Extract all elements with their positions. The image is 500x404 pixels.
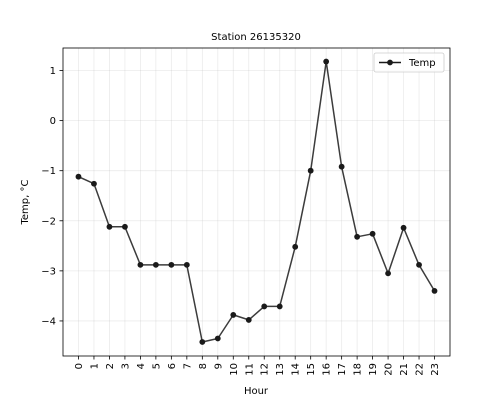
data-point bbox=[400, 224, 407, 231]
data-point bbox=[91, 180, 97, 187]
legend-label: Temp bbox=[408, 58, 436, 69]
data-point bbox=[168, 261, 175, 268]
data-point bbox=[292, 243, 299, 250]
x-tick-label: 1 bbox=[89, 363, 100, 369]
x-tick-label: 15 bbox=[306, 363, 317, 376]
data-point bbox=[122, 223, 128, 230]
data-point bbox=[338, 163, 345, 170]
data-point bbox=[137, 261, 144, 268]
data-point bbox=[354, 233, 361, 240]
plot-frame bbox=[62, 47, 451, 357]
y-tick-label: −4 bbox=[41, 316, 56, 327]
grid bbox=[63, 48, 450, 356]
data-point bbox=[416, 261, 422, 268]
x-tick-label: 0 bbox=[74, 363, 85, 369]
series-line-temp bbox=[78, 60, 436, 343]
legend-box bbox=[373, 52, 445, 73]
legend-marker-swatch bbox=[387, 59, 393, 66]
data-point bbox=[431, 287, 438, 294]
x-tick-label: 3 bbox=[120, 363, 131, 369]
data-point bbox=[230, 312, 237, 318]
data-point bbox=[307, 167, 314, 174]
data-point bbox=[276, 303, 283, 310]
data-point bbox=[245, 317, 252, 323]
y-tick-label: −2 bbox=[41, 216, 56, 227]
x-tick-label: 5 bbox=[151, 363, 162, 369]
x-tick-label: 14 bbox=[291, 363, 302, 376]
x-tick-label: 10 bbox=[229, 363, 240, 376]
x-tick-label: 9 bbox=[213, 363, 224, 369]
x-tick-label: 17 bbox=[337, 363, 348, 376]
data-point bbox=[385, 270, 391, 277]
y-axis-title: Temp, °C bbox=[20, 179, 31, 225]
data-point bbox=[152, 261, 159, 268]
data-point bbox=[214, 335, 221, 342]
x-tick-label: 18 bbox=[353, 363, 364, 376]
x-tick-label: 11 bbox=[244, 363, 255, 376]
x-tick-label: 16 bbox=[322, 363, 333, 376]
x-tick-label: 8 bbox=[198, 363, 209, 369]
x-tick-label: 4 bbox=[136, 363, 147, 369]
series-layer bbox=[75, 58, 438, 345]
x-axis-title: Hour bbox=[244, 386, 269, 397]
data-point bbox=[106, 223, 113, 230]
y-tick-label: −1 bbox=[41, 166, 56, 177]
data-point bbox=[369, 230, 376, 237]
x-tick-label: 23 bbox=[430, 363, 441, 376]
y-tick-label: 1 bbox=[50, 66, 56, 77]
x-tick-label: 19 bbox=[368, 363, 379, 376]
data-point bbox=[261, 303, 268, 310]
x-tick-label: 7 bbox=[182, 363, 193, 369]
x-tick-label: 13 bbox=[275, 363, 286, 376]
data-point bbox=[199, 339, 206, 345]
y-tick-label: −3 bbox=[41, 266, 56, 277]
x-tick-label: 2 bbox=[105, 363, 116, 369]
data-point bbox=[323, 58, 330, 65]
data-point bbox=[183, 261, 190, 268]
data-point bbox=[75, 173, 82, 180]
chart-title: Station 26135320 bbox=[211, 32, 301, 43]
x-tick-label: 22 bbox=[415, 363, 426, 376]
y-axis: 1 0 −1 −2 −3 −4 bbox=[41, 66, 63, 327]
x-tick-label: 6 bbox=[167, 363, 178, 369]
x-tick-label: 12 bbox=[260, 363, 271, 376]
x-axis: 0 1 2 3 4 5 6 7 8 9 10 11 12 13 14 15 16 17 18 19 20 21 22 23 bbox=[74, 356, 441, 376]
x-tick-label: 21 bbox=[399, 363, 410, 376]
y-tick-label: 0 bbox=[50, 116, 56, 127]
legend: Temp bbox=[373, 52, 445, 73]
x-tick-label: 20 bbox=[384, 363, 395, 376]
